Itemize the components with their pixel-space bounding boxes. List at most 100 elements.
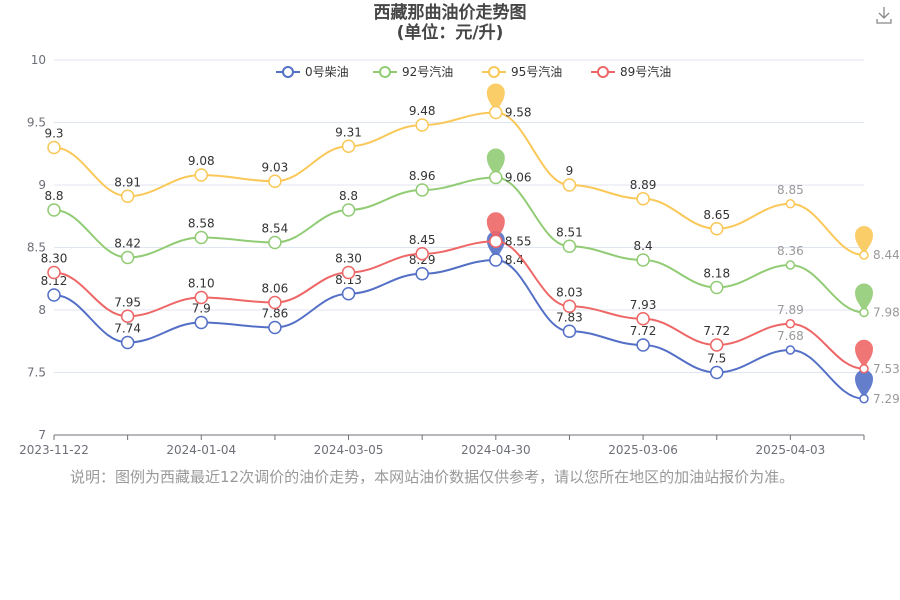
data-point [562, 299, 577, 313]
data-point [636, 338, 650, 352]
data-label: 9.31 [335, 125, 362, 139]
y-tick-label: 8 [38, 303, 46, 317]
pin-marker [855, 369, 873, 399]
y-tick-label: 9 [38, 178, 46, 192]
data-label: 7.83 [556, 310, 583, 324]
data-label: 9.06 [505, 171, 532, 185]
data-point [268, 235, 282, 250]
legend-label: 95号汽油 [511, 64, 562, 79]
data-point [636, 312, 650, 326]
data-label: 7.9 [192, 302, 211, 316]
y-tick-label: 10 [31, 53, 46, 67]
data-point [489, 105, 503, 120]
x-tick-label: 2024-04-30 [461, 443, 531, 457]
x-tick-label: 2024-03-05 [314, 443, 384, 457]
data-point [562, 178, 577, 192]
pin-marker [855, 283, 873, 313]
chart-note: 说明：图例为西藏最近12次调价的油价走势，本网站油价数据仅供参考，请以您所在地区… [70, 468, 795, 486]
data-label: 8.89 [630, 178, 657, 192]
data-label: 8.4 [634, 239, 653, 253]
data-label: 8.30 [41, 252, 68, 266]
legend-label: 89号汽油 [620, 64, 671, 79]
legend-item-3[interactable]: 89号汽油 [591, 64, 671, 79]
series-line-2 [53, 111, 865, 256]
data-point [709, 365, 724, 380]
data-label: 8.91 [114, 175, 141, 189]
data-label: 7.29 [873, 392, 900, 406]
legend-marker [488, 66, 500, 78]
x-tick-label: 2023-11-22 [19, 443, 89, 457]
data-label: 8.30 [335, 252, 362, 266]
data-label: 8.58 [188, 217, 215, 231]
data-label: 7.86 [262, 307, 289, 321]
data-label: 7.95 [114, 295, 141, 309]
data-label: 8.54 [262, 222, 289, 236]
data-label: 7.93 [630, 298, 657, 312]
subtitle-text: (单位：元/升) [396, 23, 504, 43]
y-tick-label: 7 [38, 428, 46, 442]
data-point [47, 140, 61, 155]
pin-marker [486, 83, 505, 113]
x-tick-label: 2024-01-04 [166, 443, 236, 457]
data-label: 9.48 [409, 104, 436, 118]
data-point [709, 222, 724, 236]
pin-marker [855, 226, 873, 255]
data-point [268, 174, 282, 188]
pin-marker [855, 339, 873, 369]
legend-item-2[interactable]: 95号汽油 [482, 64, 562, 79]
data-label: 7.89 [777, 303, 804, 317]
data-label: 8.44 [873, 248, 900, 262]
data-point [120, 335, 135, 350]
legend-item-1[interactable]: 92号汽油 [373, 64, 453, 79]
data-point [341, 139, 356, 153]
title-text: 西藏那曲油价走势图 [373, 3, 527, 23]
series-line-1 [53, 176, 865, 314]
data-point [636, 253, 650, 267]
download-icon[interactable] [876, 6, 892, 24]
data-point [859, 307, 869, 318]
data-point [785, 199, 796, 209]
legend-marker [379, 66, 391, 78]
y-tick-label: 7.5 [27, 366, 46, 380]
data-point [268, 295, 282, 310]
data-point [194, 315, 209, 330]
data-label: 8.12 [41, 274, 68, 288]
legend-marker [597, 66, 609, 78]
data-point [415, 267, 429, 281]
data-label: 7.98 [873, 306, 900, 320]
data-label: 8.55 [505, 234, 532, 248]
data-point [268, 320, 282, 335]
data-point [194, 168, 209, 182]
data-label: 8.8 [44, 189, 63, 203]
data-label: 8.8 [339, 189, 358, 203]
data-label: 8.13 [335, 273, 362, 287]
data-label: 8.65 [703, 208, 730, 222]
legend-marker [282, 66, 294, 78]
data-point [489, 253, 503, 267]
legend-item-0[interactable]: 0号柴油 [276, 65, 349, 79]
data-point [859, 364, 869, 374]
data-point [859, 250, 869, 260]
data-point [562, 324, 577, 338]
data-label: 8.03 [556, 285, 583, 299]
data-point [489, 170, 503, 185]
chart-title: 西藏那曲油价走势图 (单位：元/升) [0, 3, 900, 43]
data-label: 7.53 [873, 362, 900, 376]
y-tick-label: 9.5 [27, 116, 46, 130]
x-tick-label: 2025-04-03 [755, 443, 825, 457]
data-point [47, 203, 61, 217]
data-label: 9.58 [505, 106, 532, 120]
x-tick-label: 2025-03-06 [608, 443, 678, 457]
data-label: 7.68 [777, 329, 804, 343]
data-label: 9.08 [188, 154, 215, 168]
data-label: 7.74 [114, 322, 141, 336]
series-line-0 [53, 258, 865, 400]
data-point [120, 250, 135, 265]
data-label: 8.45 [409, 233, 436, 247]
data-label: 9 [566, 164, 574, 178]
data-point [120, 309, 135, 323]
pin-marker [486, 148, 505, 178]
data-point [341, 265, 356, 280]
data-point [709, 280, 724, 295]
